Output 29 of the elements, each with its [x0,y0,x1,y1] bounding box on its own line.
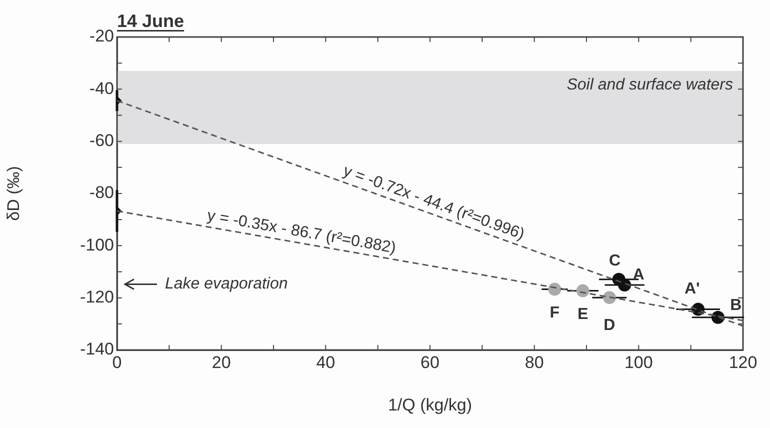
annotation: B [730,296,742,314]
y-tick-label: -60 [89,131,114,150]
annotation: E [578,306,589,324]
point [548,282,562,296]
y-tick-label: -140 [80,340,114,359]
x-tick-label: 0 [112,352,122,372]
y-tick-label: -120 [80,288,114,307]
x-tick-label: 40 [316,352,336,372]
x-tick-label: 120 [728,352,758,372]
x-axis-title: 1/Q (kg/kg) [388,395,472,414]
band-label: Soil and surface waters [566,76,733,94]
annotation: D [604,316,616,334]
x-tick-label: 20 [212,352,231,372]
annotation: A' [684,280,700,298]
x-tick-label: 80 [524,352,544,372]
y-tick-label: -80 [89,183,114,202]
x-tick-label: 100 [624,352,653,372]
annotation: C [609,252,622,270]
y-axis-title: δD (‰) [4,166,23,221]
chart-title: 14 June [117,11,184,31]
annotation: A [632,266,645,284]
y-tick-label: -40 [89,78,114,98]
point [576,284,590,298]
x-tick-label: 60 [420,352,440,372]
annotation: F [550,304,560,322]
annotation: y = -0.35x - 86.7 (r²=0.882) [206,207,398,257]
y-tick-label: -100 [80,235,114,254]
y-tick-label: -20 [89,26,114,46]
annotation: Lake evaporation [165,276,288,293]
